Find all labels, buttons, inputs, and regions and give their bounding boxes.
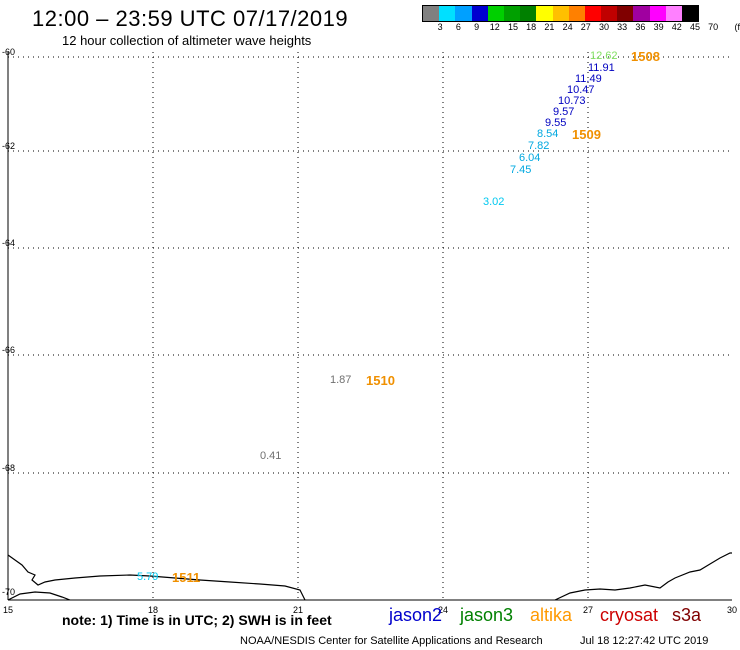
legend-color-swatch: [552, 6, 569, 21]
legend-color-swatch: [617, 6, 634, 21]
wave-height-label: 0.41: [260, 450, 282, 462]
legend-label: 6: [455, 22, 461, 32]
color-legend-bar: [422, 5, 700, 22]
satellite-cryosat: cryosat: [600, 605, 659, 625]
wave-height-label: 10.73: [558, 95, 586, 107]
time-label: 1511: [172, 570, 201, 585]
legend-label: 30: [598, 22, 610, 32]
legend-color-swatch: [568, 6, 585, 21]
legend-label: 42: [671, 22, 682, 32]
axis-ticks: 15 18 21 24 27 30 -60 -62 -64 -66 -68 -70: [2, 47, 737, 615]
y-tick-label: -66: [2, 345, 15, 355]
plot-frame: [7, 52, 732, 601]
footer-credit: NOAA/NESDIS Center for Satellite Applica…: [240, 635, 543, 647]
legend-label: 27: [580, 22, 591, 32]
wave-height-label: 1.87: [330, 374, 352, 386]
satellite-jason2: jason2: [389, 605, 443, 625]
x-tick-label: 24: [438, 605, 448, 615]
legend-color-swatch: [520, 6, 537, 21]
footnote: note: 1) Time is in UTC; 2) SWH is in fe…: [62, 612, 332, 628]
legend-label: 70: [708, 22, 719, 32]
x-tick-label: 15: [3, 605, 13, 615]
x-tick-label: 18: [148, 605, 158, 615]
legend-color-swatch: [601, 6, 618, 21]
time-label: 1508: [631, 49, 660, 64]
wave-height-label: 10.47: [567, 84, 595, 96]
wave-height-label: 11.49: [575, 73, 602, 85]
legend-color-swatch: [503, 6, 521, 21]
x-tick-label: 21: [293, 605, 303, 615]
legend-label: 24: [562, 22, 573, 32]
wave-height-label: 11.91: [588, 62, 615, 74]
legend-label: 21: [544, 22, 555, 32]
y-tick-label: -68: [2, 463, 15, 473]
legend-label: 33: [617, 22, 628, 32]
y-tick-label: -70: [2, 587, 15, 597]
time-label: 1509: [572, 127, 601, 142]
y-tick-label: -62: [2, 141, 15, 151]
satellite-jason3: jason3: [460, 605, 514, 625]
legend-label: (ft): [734, 22, 740, 32]
legend-label: 9: [474, 22, 480, 32]
wave-height-label: 9.57: [553, 106, 575, 118]
antarctica-coastline-left-2: [7, 591, 71, 601]
legend-label: 12: [489, 22, 500, 32]
legend-label: 18: [526, 22, 537, 32]
legend-color-swatch: [536, 6, 553, 21]
legend-color-swatch: [471, 6, 488, 21]
legend-label: 3: [437, 22, 443, 32]
wave-height-label: 9.55: [545, 117, 567, 129]
legend-color-swatch: [455, 6, 472, 21]
y-tick-label: -64: [2, 238, 15, 248]
x-tick-label: 27: [583, 605, 593, 615]
footer-timestamp: Jul 18 12:27:42 UTC 2019: [580, 635, 709, 647]
legend-label: 39: [653, 22, 664, 32]
wave-height-label: 8.54: [537, 128, 559, 140]
page-subtitle: 12 hour collection of altimeter wave hei…: [62, 33, 312, 48]
legend-label: 15: [507, 22, 519, 32]
wave-height-label: 6.04: [519, 152, 541, 164]
satellite-s3a: s3a: [672, 605, 702, 625]
antarctica-coastline-left: [7, 554, 306, 601]
legend-color-swatch: [682, 6, 699, 21]
legend-color-swatch: [665, 6, 682, 21]
page-title: 12:00 – 23:59 UTC 07/17/2019: [32, 6, 349, 31]
wave-height-label: 5.79: [137, 571, 159, 583]
y-tick-label: -60: [2, 47, 15, 57]
legend-color-swatch: [423, 6, 440, 21]
grid-lines: [8, 52, 732, 600]
legend-color-swatch: [633, 6, 650, 21]
satellite-altika: altika: [530, 605, 573, 625]
antarctica-coastline-right: [554, 552, 732, 601]
legend-color-swatch: [584, 6, 602, 21]
legend-color-swatch: [649, 6, 666, 21]
legend-label: 45: [689, 22, 701, 32]
legend-color-swatch: [439, 6, 456, 21]
wave-height-label: 7.82: [528, 140, 550, 152]
legend-label: 36: [635, 22, 646, 32]
wave-height-label: 12.62: [590, 50, 618, 62]
time-label: 1510: [366, 373, 395, 388]
wave-height-label: 7.45: [510, 164, 532, 176]
legend-color-swatch: [487, 6, 504, 21]
wave-height-label: 3.02: [483, 196, 505, 208]
x-tick-label: 30: [727, 605, 737, 615]
